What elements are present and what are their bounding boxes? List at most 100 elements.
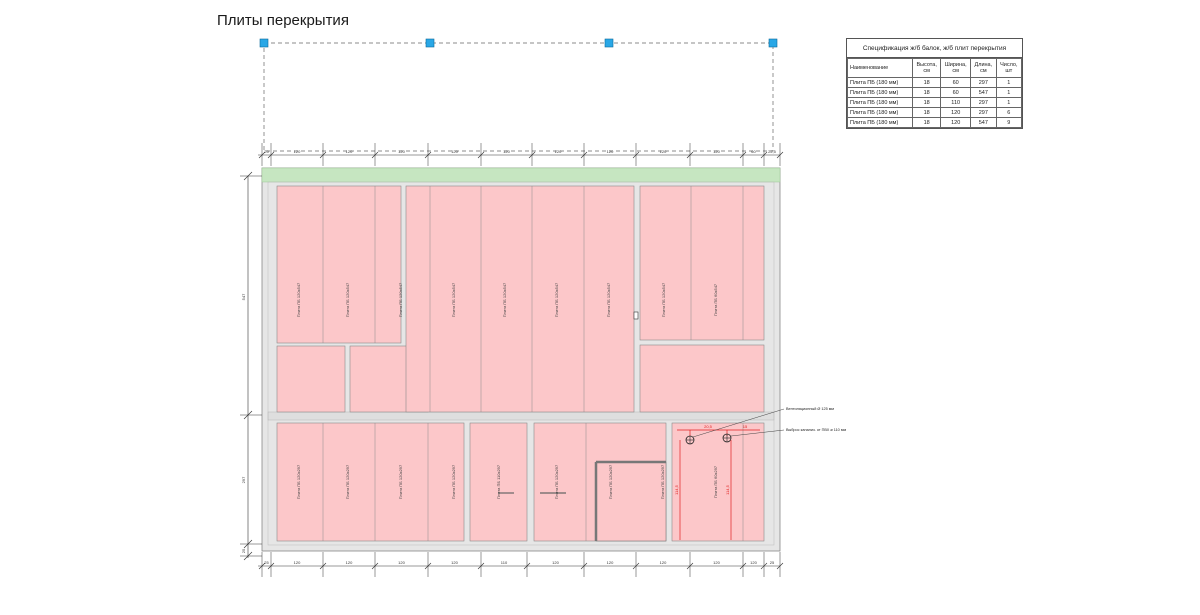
spec-cell: Плита ПБ (180 мм) <box>847 117 913 128</box>
dim-label-top: 120 <box>398 149 405 154</box>
dim-label-top: 22,5 <box>768 149 777 154</box>
spec-header: Ширина, см <box>940 58 972 78</box>
upper-slab-block-3 <box>639 185 765 341</box>
slab-label: Плита ПБ 120х297 <box>296 464 301 499</box>
table-row: Плита ПБ (180 мм) 18 60 297 1 <box>847 77 1023 88</box>
left-dim-3: 25 <box>241 548 246 553</box>
crop-handle-2[interactable] <box>425 38 435 48</box>
spec-cell: 110 <box>940 97 972 108</box>
slab-label: Плита ПБ 120х547 <box>451 282 456 317</box>
upper-slab-block-1 <box>276 185 402 344</box>
spec-cell: 120 <box>940 117 972 128</box>
spec-header: Число, шт <box>995 58 1023 78</box>
table-row: Плита ПБ (180 мм) 18 110 297 1 <box>847 97 1023 108</box>
spec-cell: 1 <box>995 87 1023 98</box>
opening-marker <box>633 311 639 320</box>
spec-cell: 6 <box>995 107 1023 118</box>
spec-cell: 9 <box>995 117 1023 128</box>
dim-label-bottom: 120 <box>607 560 614 565</box>
inner-field <box>267 181 775 546</box>
spec-cell: 18 <box>911 117 942 128</box>
spec-header-row: Наименование Высота, см Ширина, см Длина… <box>847 58 1023 78</box>
spec-cell: 60 <box>940 87 972 98</box>
table-row: Плита ПБ (180 мм) 18 120 547 9 <box>847 117 1023 128</box>
spec-cell: 60 <box>940 77 972 88</box>
upper-slab-bottomleft <box>276 345 346 413</box>
left-dim-2: 297 <box>241 476 246 483</box>
red-dimensions <box>677 429 760 540</box>
top-dimension-labels: 25 120 120 120 120 120 120 120 120 120 60 22,5 <box>264 149 776 154</box>
upper-slab-right-lower <box>639 344 765 413</box>
spec-cell: 1 <box>995 77 1023 88</box>
slab-label: Плита ПБ 120х297 <box>554 464 559 499</box>
dim-label-top: 25 <box>264 149 269 154</box>
spec-cell: 18 <box>911 87 942 98</box>
spec-cell: 547 <box>970 117 997 128</box>
bottom-ticks <box>258 552 784 577</box>
spec-header: Высота, см <box>911 58 942 78</box>
spec-cell: 18 <box>911 77 942 88</box>
spec-cell: Плита ПБ (180 мм) <box>847 77 913 88</box>
dim-label-bottom: 120 <box>294 560 301 565</box>
bottom-dimension-labels: 25 120 120 120 120 110 120 120 120 120 120 25 <box>264 560 775 565</box>
dim-label-top: 120 <box>713 149 720 154</box>
vent-pipe-symbol <box>685 435 695 445</box>
slab-label: Плита ПБ 110х297 <box>496 464 501 499</box>
crop-handle-1[interactable] <box>259 38 269 48</box>
slab-label: Плита ПБ 120х547 <box>398 282 403 317</box>
spec-cell: 18 <box>911 107 942 118</box>
spec-cell: 120 <box>940 107 972 118</box>
dim-label-top: 120 <box>607 149 614 154</box>
lower-slab-block-2 <box>533 422 667 542</box>
crop-handle-4[interactable] <box>768 38 778 48</box>
slab-label: Плита ПБ 60х297 <box>713 465 718 498</box>
dim-label-bottom: 120 <box>451 560 458 565</box>
slab-label: Плита ПБ 120х297 <box>660 464 665 499</box>
spec-cell: Плита ПБ (180 мм) <box>847 107 913 118</box>
spec-header: Наименование <box>847 58 913 78</box>
slab-label: Плита ПБ 120х547 <box>345 282 350 317</box>
slab-label: Плита ПБ 120х547 <box>606 282 611 317</box>
upper-slab-block-2 <box>405 185 635 413</box>
lower-slab-labels: Плита ПБ 120х297 Плита ПБ 120х297 Плита ПБ… <box>296 464 718 499</box>
mid-beam <box>267 411 775 421</box>
left-dimension-chain <box>240 171 262 561</box>
green-top-band <box>261 167 781 183</box>
spec-cell: 297 <box>970 107 997 118</box>
note-sewer: Выброс канализ. от ПВХ ø 110 мм <box>786 428 846 432</box>
dim-label-bottom: 120 <box>713 560 720 565</box>
red-dim-3: 114,5 <box>674 484 679 494</box>
slab-label: Плита ПБ 120х547 <box>502 282 507 317</box>
lower-slab-middle <box>469 422 528 542</box>
dim-label-top: 60 <box>751 149 756 154</box>
spec-grid: Наименование Высота, см Ширина, см Длина… <box>847 58 1023 128</box>
dim-label-top: 120 <box>660 149 667 154</box>
slab-label: Плита ПБ 120х547 <box>661 282 666 317</box>
left-dim-1: 547 <box>241 293 246 300</box>
slab-label: Плита ПБ 60х547 <box>713 283 718 316</box>
dim-label-top: 120 <box>346 149 353 154</box>
lower-slab-block-1 <box>276 422 465 542</box>
dim-label-bottom: 120 <box>750 560 757 565</box>
slab-label: Плита ПБ 120х297 <box>451 464 456 499</box>
dim-label-top: 120 <box>555 149 562 154</box>
crop-handle-3[interactable] <box>604 38 614 48</box>
slab-label: Плита ПБ 120х297 <box>398 464 403 499</box>
spec-header: Длина, см <box>970 58 997 78</box>
dim-label-top: 120 <box>451 149 458 154</box>
red-dim-4: 114,5 <box>725 484 730 494</box>
table-row: Плита ПБ (180 мм) 18 60 547 1 <box>847 87 1023 98</box>
dim-label-bottom: 120 <box>660 560 667 565</box>
leader-1 <box>692 408 785 438</box>
spec-cell: Плита ПБ (180 мм) <box>847 87 913 98</box>
slab-label: Плита ПБ 120х297 <box>608 464 613 499</box>
spec-cell: 297 <box>970 97 997 108</box>
spec-cell: 297 <box>970 77 997 88</box>
spec-cell: 1 <box>995 97 1023 108</box>
dim-label-bottom: 25 <box>264 560 269 565</box>
red-dim-2: 15 <box>743 424 748 429</box>
dim-label-bottom: 120 <box>346 560 353 565</box>
slab-label: Плита ПБ 120х547 <box>296 282 301 317</box>
dim-label-bottom: 120 <box>398 560 405 565</box>
sewer-pipe-symbol <box>722 433 732 443</box>
